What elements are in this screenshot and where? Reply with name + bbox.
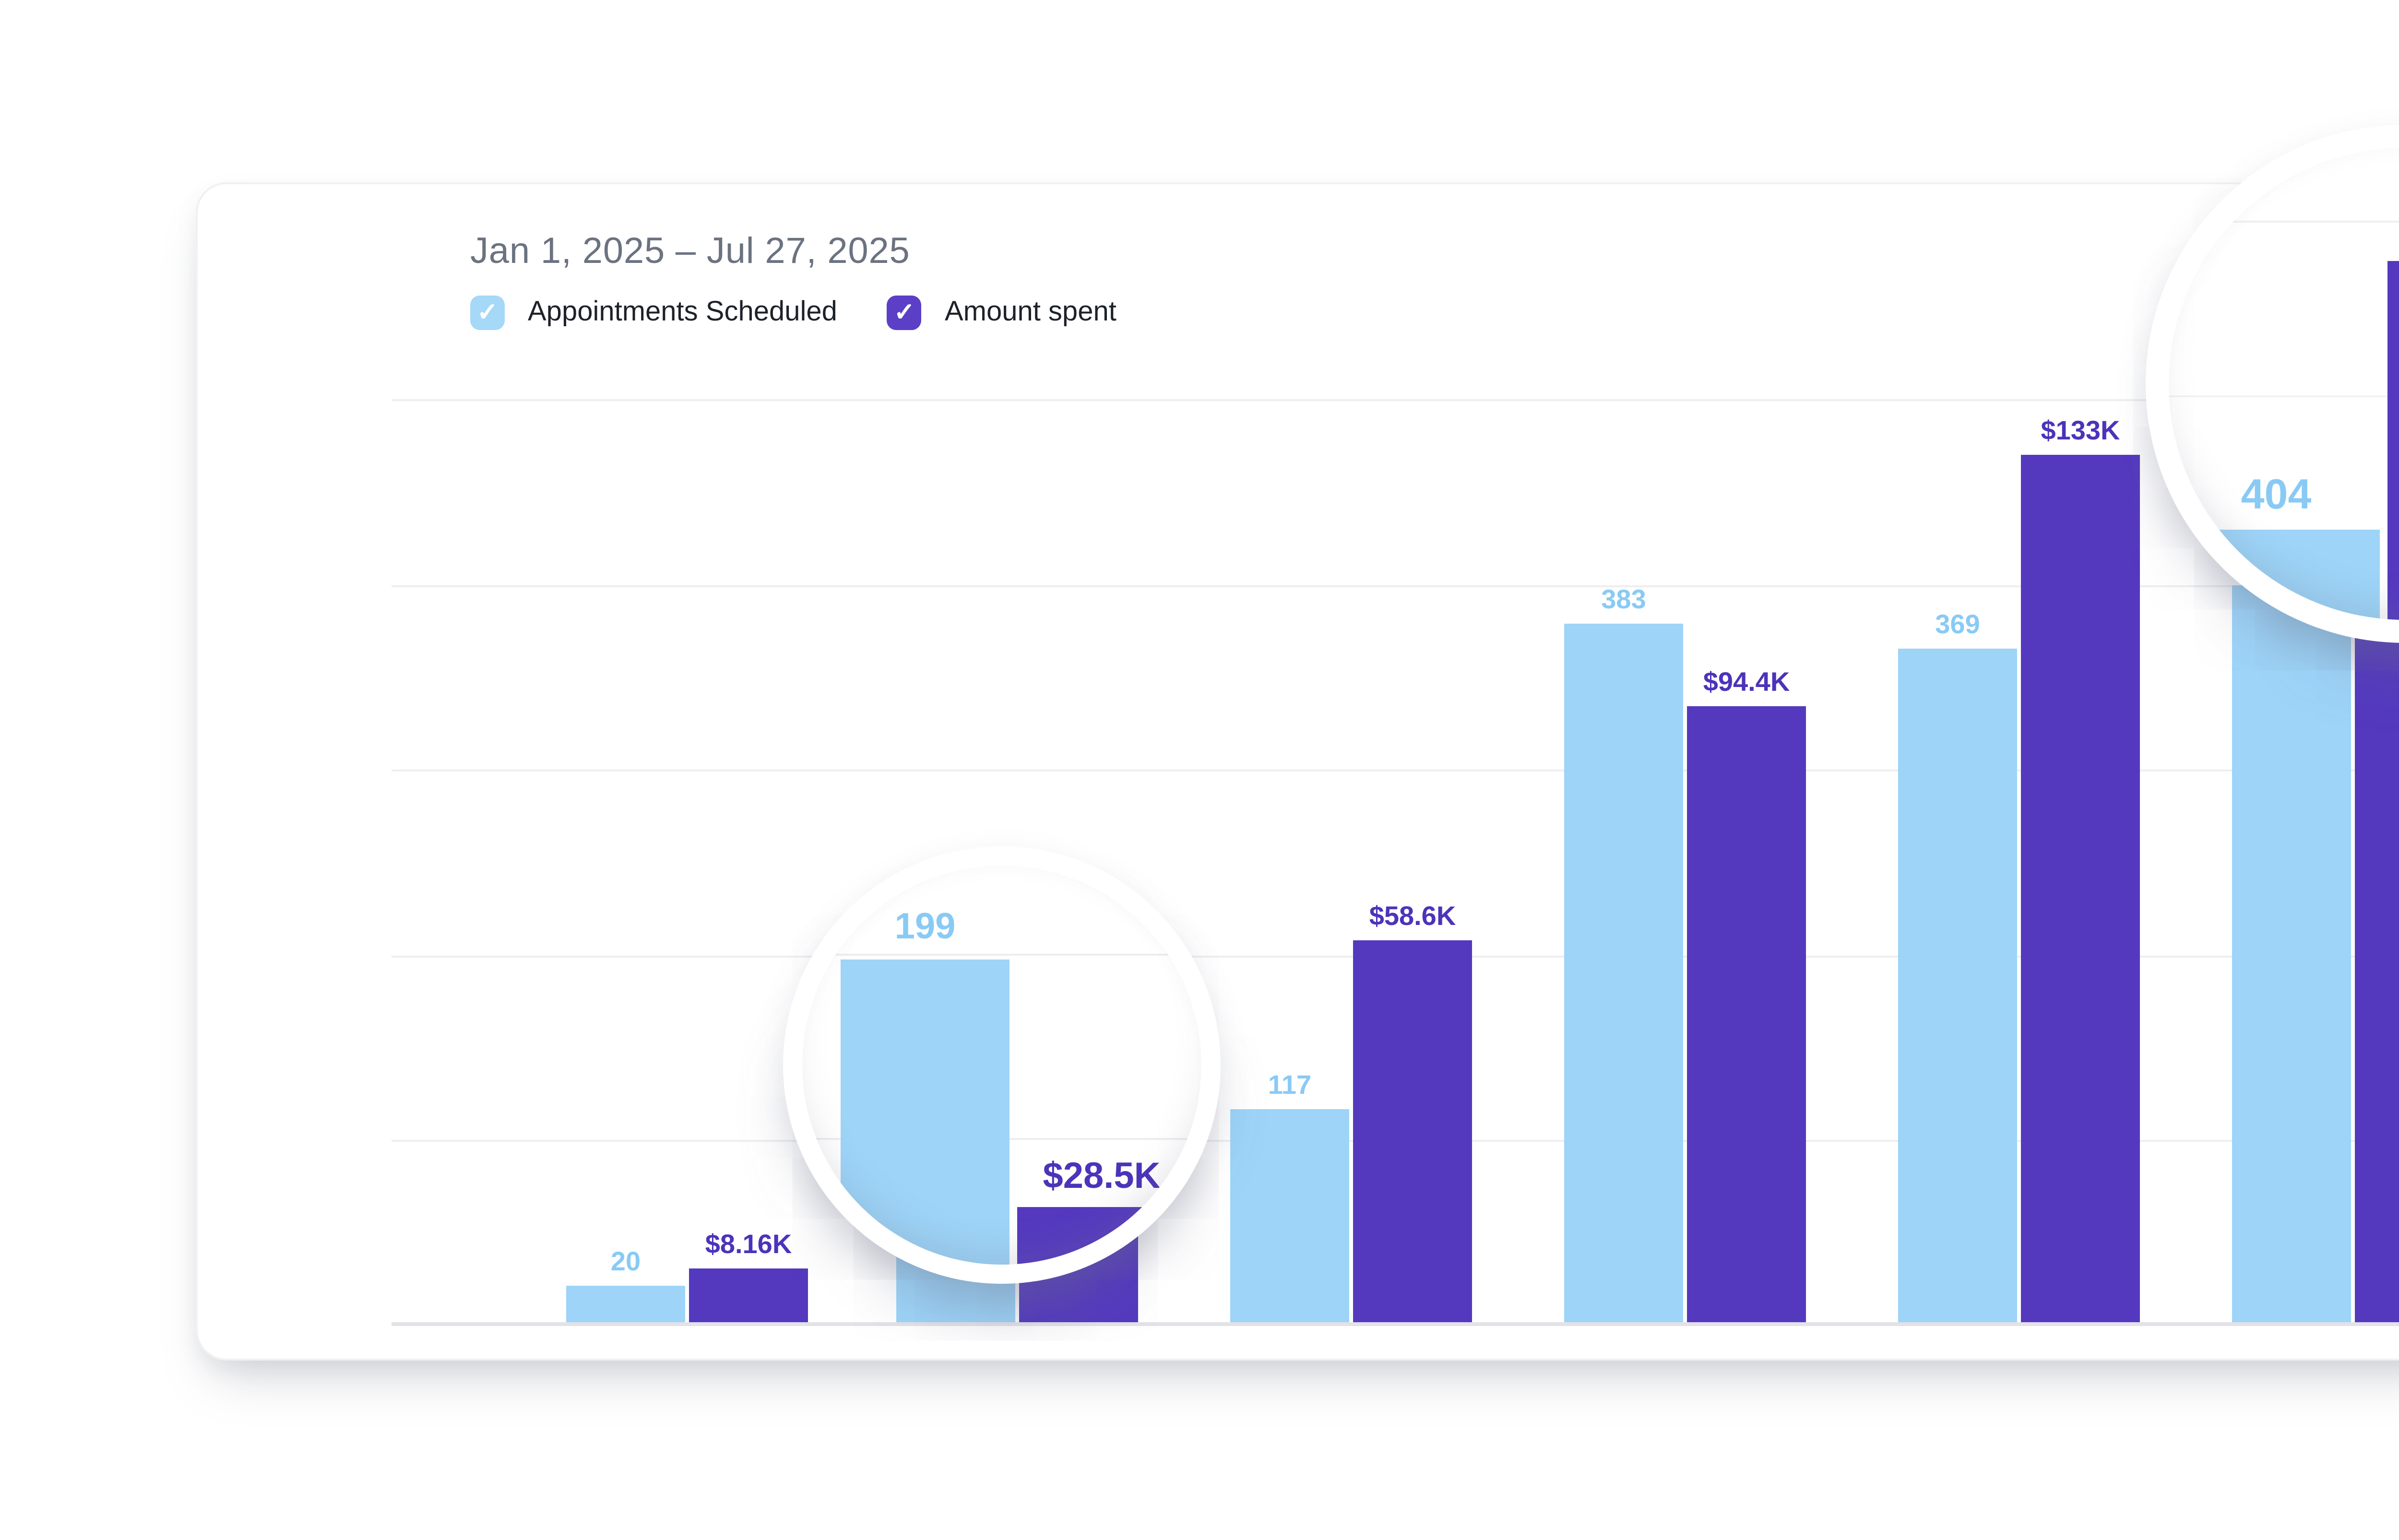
magnified-bar-appointments-2 [841, 960, 1009, 1265]
legend-item-amount-spent[interactable]: ✓ Amount spent [887, 296, 1116, 330]
bar-label-amount-spent-3: $58.6K [1369, 900, 1456, 930]
legend-label-appointments: Appointments Scheduled [528, 297, 837, 328]
checkbox-amount-spent[interactable]: ✓ [887, 296, 922, 330]
check-icon: ✓ [477, 297, 498, 326]
legend-item-appointments[interactable]: ✓ Appointments Scheduled [470, 296, 837, 330]
bar-label-amount-spent-1: $8.16K [705, 1229, 792, 1259]
x-axis-line [392, 1322, 2399, 1325]
date-range-title: Jan 1, 2025 – Jul 27, 2025 [470, 232, 910, 272]
gridline [2169, 221, 2399, 223]
bar-amount-spent-4[interactable] [1687, 706, 1806, 1322]
legend-label-amount-spent: Amount spent [944, 297, 1116, 328]
bar-amount-spent-1[interactable] [689, 1269, 808, 1322]
gridline [802, 954, 1201, 956]
bar-appointments-4[interactable] [1564, 624, 1683, 1322]
gridline [2169, 395, 2399, 398]
magnified-label-amount-spent-2: $28.5K [1043, 1157, 1161, 1197]
chart-card: Jan 1, 2025 – Jul 27, 2025 ✓ Appointment… [196, 182, 2399, 1361]
checkbox-appointments[interactable]: ✓ [470, 296, 505, 330]
bar-label-amount-spent-4: $94.4K [1703, 666, 1790, 697]
gridline [392, 770, 2399, 772]
bar-label-appointments-4: 383 [1601, 583, 1646, 615]
magnified-label-appointments-6: 404 [2241, 470, 2312, 518]
bar-amount-spent-5[interactable] [2021, 454, 2140, 1322]
bar-appointments-1[interactable] [566, 1286, 685, 1322]
bar-appointments-5[interactable] [1898, 649, 2017, 1322]
bar-appointments-3[interactable] [1230, 1109, 1349, 1322]
legend: ✓ Appointments Scheduled ✓ Amount spent [470, 296, 1116, 330]
check-icon: ✓ [894, 297, 915, 326]
bar-label-amount-spent-5: $133K [2041, 414, 2120, 445]
gridline [392, 584, 2399, 587]
magnifier-circle-pair2: 199 $28.5K [783, 846, 1221, 1284]
bar-amount-spent-3[interactable] [1353, 940, 1472, 1322]
gridline [392, 398, 2399, 401]
bar-label-appointments-5: 369 [1935, 609, 1980, 640]
magnified-bar-amount-spent-2 [1017, 1207, 1201, 1265]
magnifier-lens-content: 199 $28.5K [802, 865, 1201, 1265]
bar-label-appointments-1: 20 [610, 1245, 641, 1276]
bar-appointments-6[interactable] [2232, 585, 2351, 1322]
magnified-bar-appointments-6 [2197, 530, 2380, 620]
magnified-bar-amount-spent-6 [2387, 261, 2399, 620]
magnified-label-appointments-2: 199 [894, 908, 956, 948]
bar-chart: 20 $8.16K 117 $58.6K 383 $94.4K 369 $133K [198, 184, 2399, 1359]
bar-label-appointments-3: 117 [1268, 1068, 1312, 1100]
